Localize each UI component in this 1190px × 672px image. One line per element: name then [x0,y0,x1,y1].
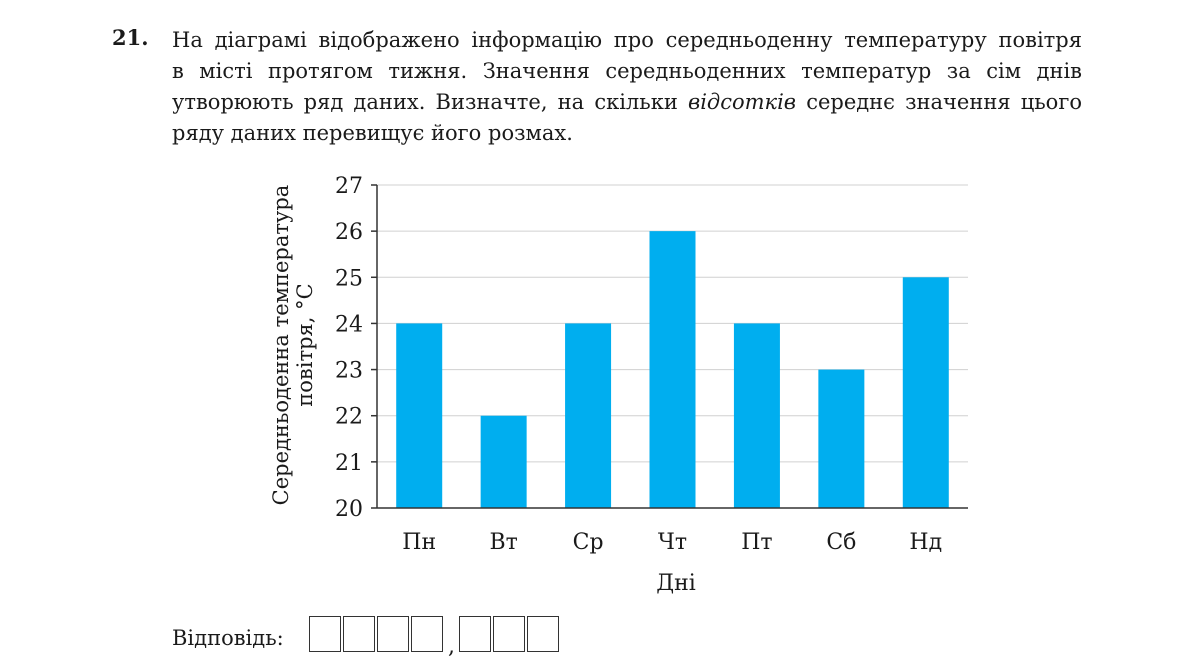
answer-integer-digit-box[interactable] [377,616,409,652]
x-tick-label: Нд [909,530,942,555]
y-tick-label: 23 [335,359,363,384]
y-tick-label: 21 [335,451,363,476]
chart-tick-labels: 20 21 22 23 24 25 26 27 Пн Вт Ср Чт Пт Сб Нд [335,174,942,555]
y-tick-label: 27 [335,174,363,199]
answer-input-boxes: , [309,614,561,658]
y-tick-label: 26 [335,220,363,245]
y-tick-label: 24 [335,312,363,337]
bar-3 [565,323,612,508]
task-text-line-3: утворюють ряд даних. Визначте, на скільк… [172,87,1082,118]
chart-bars [396,231,949,508]
task-text-line-3-start: утворюють ряд даних. Визначте, на скільк… [172,90,678,114]
answer-integer-digit-box[interactable] [411,616,443,652]
task-text: На діаграмі відображено інформацію про с… [172,25,1082,149]
task-text-line-4: ряду даних перевищує його розмах. [172,121,573,145]
x-tick-label: Вт [489,530,517,555]
x-tick-label: Чт [658,530,687,555]
answer-label: Відповідь: [172,626,284,650]
x-tick-label: Пт [741,530,772,555]
y-tick-label: 20 [335,497,363,522]
x-tick-label: Сб [826,530,856,555]
answer-integer-digit-box[interactable] [343,616,375,652]
answer-integer-digit-box[interactable] [309,616,341,652]
task-text-emphasis: відсотків [687,90,797,114]
y-tick-label: 22 [335,405,363,430]
bar-2 [480,415,527,508]
y-axis-label-line-1: Середньоденна температура [269,185,293,506]
bar-5 [733,323,780,508]
x-tick-label: Ср [573,530,604,555]
task-number: 21. [112,25,149,50]
bar-7 [902,277,949,508]
answer-decimal-digit-box[interactable] [527,616,559,652]
task-text-line-1: На діаграмі відображено інформацію про с… [172,28,1082,52]
bar-4 [649,231,696,508]
answer-decimal-comma: , [448,634,455,659]
x-tick-label: Пн [402,530,436,555]
y-axis-label-line-2: повітря, °C [293,283,317,406]
bar-1 [396,323,443,508]
x-axis-label: Дні [656,571,696,596]
answer-decimal-digit-box[interactable] [493,616,525,652]
answer-decimal-digit-box[interactable] [459,616,491,652]
task-text-line-2: в місті протягом тижня. Значення середнь… [172,59,1082,83]
task-text-line-3-end: середнє значення цього [806,90,1082,114]
y-tick-label: 25 [335,266,363,291]
bar-6 [818,369,865,508]
chart-axes [376,185,968,509]
